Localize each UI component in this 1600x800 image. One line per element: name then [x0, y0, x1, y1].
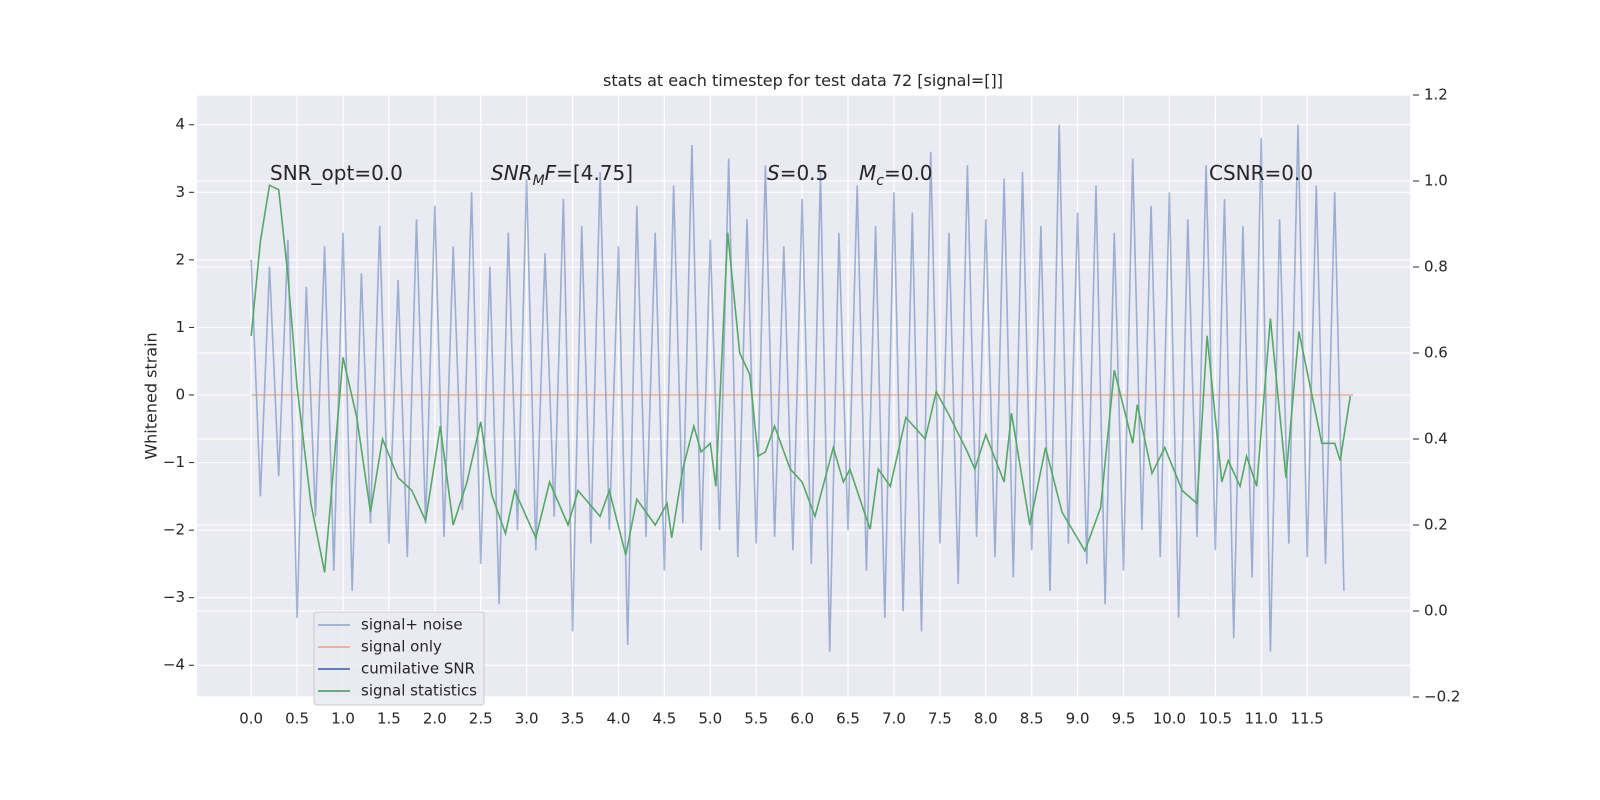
annotation-part: M: [533, 173, 545, 189]
annotation-part: =0.5: [780, 161, 829, 185]
x-tick-label: 0.0: [239, 710, 263, 728]
legend-box: [313, 611, 485, 706]
legend-label: signal+ noise: [361, 616, 463, 634]
x-tick-label: 10.5: [1199, 710, 1232, 728]
x-tick-label: 8.0: [974, 710, 998, 728]
x-tick-label: 2.5: [469, 710, 493, 728]
annotation-part: S: [767, 161, 780, 185]
y-tick-label: −4: [163, 656, 185, 674]
y2-tick-label: 1.0: [1424, 172, 1448, 190]
y2-tick-label: 0.0: [1424, 602, 1448, 620]
y-tick-label: 1: [175, 318, 185, 336]
chart-title: stats at each timestep for test data 72 …: [603, 71, 1003, 90]
legend-label: signal only: [361, 638, 442, 656]
x-tick-label: 8.5: [1020, 710, 1044, 728]
x-tick-label: 10.0: [1153, 710, 1186, 728]
x-tick-label: 9.0: [1066, 710, 1090, 728]
y-tick-label: 3: [175, 183, 185, 201]
y2-tick-label: 0.2: [1424, 516, 1448, 534]
annotation-part: c: [876, 173, 884, 189]
annotation-part: SNR_opt=0.0: [270, 161, 403, 185]
legend-label: signal statistics: [361, 682, 477, 700]
annotation: S=0.5: [767, 161, 828, 185]
y-tick-label: −3: [163, 588, 185, 606]
x-tick-label: 6.0: [790, 710, 814, 728]
annotation-part: M: [859, 161, 876, 185]
x-tick-label: 7.5: [928, 710, 952, 728]
y2-tick-label: −0.2: [1424, 688, 1460, 706]
x-tick-label: 5.0: [698, 710, 722, 728]
annotation: SNRMF=[4.75]: [491, 161, 633, 189]
y-tick-label: −2: [163, 521, 185, 539]
y-tick-label: 0: [175, 385, 185, 403]
x-tick-label: 0.5: [285, 710, 309, 728]
x-tick-label: 5.5: [744, 710, 768, 728]
annotation-part: CSNR=0.0: [1209, 161, 1313, 185]
x-tick-label: 1.5: [377, 710, 401, 728]
x-tick-label: 11.0: [1245, 710, 1278, 728]
series-line: [250, 184, 1352, 573]
x-tick-label: 4.5: [652, 710, 676, 728]
annotation: Mc=0.0: [859, 161, 933, 189]
x-tick-label: 7.0: [882, 710, 906, 728]
x-tick-label: 11.5: [1290, 710, 1323, 728]
x-tick-label: 4.0: [607, 710, 631, 728]
x-tick-label: 6.5: [836, 710, 860, 728]
y2-tick-label: 0.6: [1424, 344, 1448, 362]
y2-tick-label: 0.8: [1424, 258, 1448, 276]
y-tick-label: 4: [175, 115, 185, 133]
annotation-part: SNR: [491, 161, 533, 185]
x-tick-label: 3.5: [561, 710, 585, 728]
plot-area: [197, 95, 1410, 697]
y-axis-label: Whitened strain: [142, 332, 161, 459]
annotation-part: =[4.75]: [556, 161, 633, 185]
x-tick-label: 9.5: [1112, 710, 1136, 728]
x-tick-label: 2.0: [423, 710, 447, 728]
series-line: [250, 124, 1345, 652]
annotation: SNR_opt=0.0: [270, 161, 403, 185]
annotation: CSNR=0.0: [1209, 161, 1313, 185]
x-tick-label: 3.0: [515, 710, 539, 728]
y-tick-label: −1: [163, 453, 185, 471]
legend-label: cumilative SNR: [361, 660, 475, 678]
y-tick-label: 2: [175, 250, 185, 268]
x-tick-label: 1.0: [331, 710, 355, 728]
annotation-part: =0.0: [884, 161, 933, 185]
y2-tick-label: 0.4: [1424, 430, 1448, 448]
annotation-part: F: [545, 161, 557, 185]
y2-tick-label: 1.2: [1424, 86, 1448, 104]
